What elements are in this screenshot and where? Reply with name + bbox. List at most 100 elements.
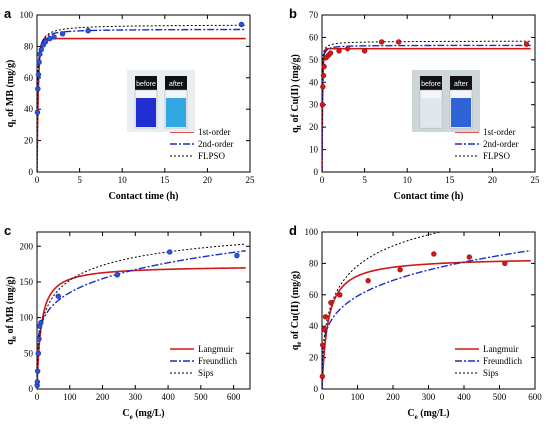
legend-label: Langmuir	[198, 344, 234, 354]
data-point	[34, 379, 41, 385]
y-axis-label: qt of Cu(II) (mg/g)	[290, 54, 303, 133]
inset-photo: before after	[412, 70, 480, 132]
panel-letter: d	[289, 223, 297, 238]
y-tick-label: 0	[29, 384, 34, 394]
vial-label: before	[421, 81, 441, 88]
fit-line-flpso	[322, 40, 531, 172]
vial-liquid	[421, 98, 441, 127]
y-tick-label: 20	[309, 353, 319, 363]
x-tick-label: 0	[320, 392, 325, 402]
y-tick-label: 80	[309, 258, 319, 268]
y-tick-label: 150	[20, 277, 34, 287]
legend: Langmuir Freundlich Sips	[455, 344, 522, 378]
legend-label: Freundlich	[483, 356, 522, 366]
data-point	[238, 21, 245, 28]
fit-line-freundlich	[322, 249, 531, 389]
data-point	[35, 350, 42, 357]
data-point	[34, 368, 41, 374]
x-axis-label: Contact time (h)	[394, 191, 464, 202]
data-point	[320, 342, 326, 348]
fit-line-2nd-order	[322, 44, 531, 172]
data-point	[85, 28, 91, 34]
x-tick-label: 500	[493, 392, 507, 402]
data-point	[167, 249, 173, 255]
legend-label: Sips	[483, 368, 499, 378]
data-point	[37, 51, 43, 57]
data-point	[523, 41, 530, 47]
x-tick-label: 20	[488, 175, 498, 185]
y-tick-label: 20	[24, 136, 34, 146]
y-tick-label: 50	[309, 55, 319, 65]
vial-liquid	[136, 98, 156, 127]
y-tick-label: 100	[305, 227, 319, 237]
data-point	[234, 252, 240, 259]
panel-letter: b	[289, 6, 297, 21]
fit-line-langmuir	[322, 259, 531, 389]
y-tick-label: 10	[309, 145, 319, 155]
y-tick-label: 0	[29, 167, 34, 177]
x-tick-label: 300	[422, 392, 436, 402]
x-tick-label: 25	[531, 175, 541, 185]
y-tick-label: 70	[309, 10, 319, 20]
data-point	[336, 48, 342, 54]
data-point	[51, 34, 57, 40]
x-tick-label: 15	[445, 175, 455, 185]
vial-label: before	[136, 81, 156, 88]
x-tick-label: 200	[386, 392, 400, 402]
x-tick-label: 400	[457, 392, 471, 402]
panel-letter: c	[4, 223, 11, 238]
y-tick-label: 100	[20, 313, 34, 323]
fit-line-1st-order	[322, 47, 531, 172]
y-tick-label: 60	[309, 290, 319, 300]
fit-curves	[322, 40, 531, 172]
x-axis-label: Ce (mg/L)	[407, 408, 449, 421]
data-point	[59, 31, 66, 37]
data-point	[365, 277, 371, 284]
vial-liquid	[166, 98, 186, 127]
panel-letter: a	[4, 6, 12, 21]
y-tick-label: 50	[24, 348, 34, 358]
legend-label: Freundlich	[198, 356, 237, 366]
legend-label: 2nd-order	[483, 139, 519, 149]
y-axis-label: qe of Cu(II) (mg/g)	[290, 271, 303, 351]
y-tick-label: 20	[309, 122, 319, 132]
data-point	[431, 251, 437, 257]
fit-curves	[322, 232, 531, 389]
legend-label: FLPSO	[483, 151, 511, 161]
y-axis-label: qt of MB (mg/g)	[5, 60, 18, 128]
x-tick-label: 400	[161, 392, 175, 402]
data-point	[36, 59, 42, 65]
data-point	[42, 38, 49, 45]
fit-line-sips	[322, 232, 443, 389]
x-tick-label: 5	[362, 175, 367, 185]
vial-liquid	[451, 98, 471, 127]
y-tick-label: 40	[24, 104, 34, 114]
inset-photo: before after	[127, 70, 195, 132]
y-tick-label: 40	[309, 321, 319, 331]
chart-panel-a: 0 5 10 15 20 25 0 20 40 60 80 100 a Contact time (h) q…	[4, 6, 255, 202]
x-tick-label: 0	[35, 175, 40, 185]
x-tick-label: 0	[320, 175, 325, 185]
data-point	[55, 293, 61, 299]
x-tick-label: 0	[35, 392, 40, 402]
data-point	[502, 260, 508, 267]
x-tick-label: 10	[118, 175, 128, 185]
vial-cap	[135, 76, 157, 90]
data-point	[321, 63, 327, 70]
plot-frame	[36, 231, 251, 390]
x-tick-label: 100	[63, 392, 77, 402]
data-point	[327, 50, 334, 56]
legend: 1st-order 2nd-order FLPSO	[455, 127, 519, 161]
data-point	[320, 84, 326, 90]
vial-label: after	[169, 81, 184, 88]
legend-label: Sips	[198, 368, 214, 378]
x-tick-label: 600	[227, 392, 241, 402]
data-point	[322, 314, 329, 320]
data-point	[378, 39, 385, 45]
data-point	[35, 86, 41, 92]
x-tick-label: 600	[528, 392, 542, 402]
chart-panel-c: 0 100 200 300 400 500 600 0 50 100 150 200 c Ce (mg/L…	[4, 223, 251, 421]
data-point	[321, 326, 327, 333]
data-point	[466, 254, 473, 260]
